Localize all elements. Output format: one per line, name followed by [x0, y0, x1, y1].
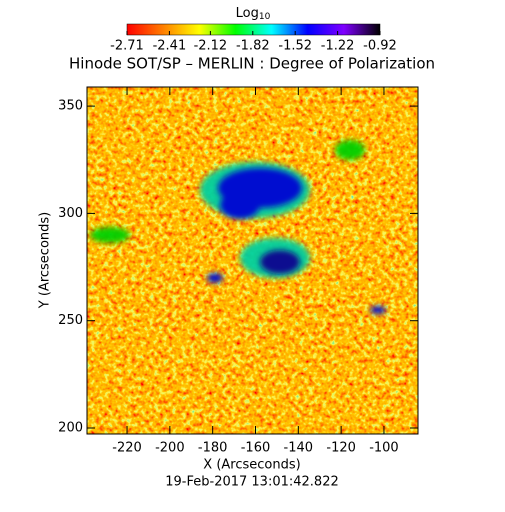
colorbar-title-subscript: 10 — [259, 12, 271, 22]
heatmap-image — [87, 87, 418, 434]
y-tick-label: 250 — [58, 313, 83, 328]
colorbar-tick-label: -1.52 — [278, 39, 312, 54]
colorbar-tick-label: -2.41 — [153, 39, 187, 54]
y-tick-label: 300 — [58, 206, 83, 221]
y-axis-label: Y (Arcseconds) — [38, 212, 53, 309]
footer: 19-Feb-2017 13:01:42.822 — [165, 475, 339, 490]
colorbar-title-text: Log — [236, 6, 259, 21]
colorbar-tick-label: -0.92 — [363, 39, 397, 54]
colorbar-tick-label: -1.22 — [321, 39, 355, 54]
colorbar-title: Log10 — [236, 6, 271, 22]
y-tick-label: 200 — [58, 420, 83, 435]
x-axis-label: X (Arcseconds) — [203, 458, 300, 473]
y-tick-label: 350 — [58, 99, 83, 114]
x-tick-label: -180 — [198, 441, 228, 456]
colorbar-tick-label: -2.71 — [110, 39, 144, 54]
x-tick-label: -100 — [369, 441, 399, 456]
plot-frame — [86, 86, 419, 435]
colorbar-tick-label: -1.82 — [236, 39, 270, 54]
x-tick-label: -200 — [155, 441, 185, 456]
x-tick-label: -220 — [112, 441, 142, 456]
chart-title: Hinode SOT/SP – MERLIN : Degree of Polar… — [69, 55, 435, 73]
x-tick-label: -160 — [241, 441, 271, 456]
x-tick-label: -120 — [326, 441, 356, 456]
colorbar-tick-label: -2.12 — [194, 39, 228, 54]
x-tick-label: -140 — [284, 441, 314, 456]
colorbar — [126, 23, 381, 36]
